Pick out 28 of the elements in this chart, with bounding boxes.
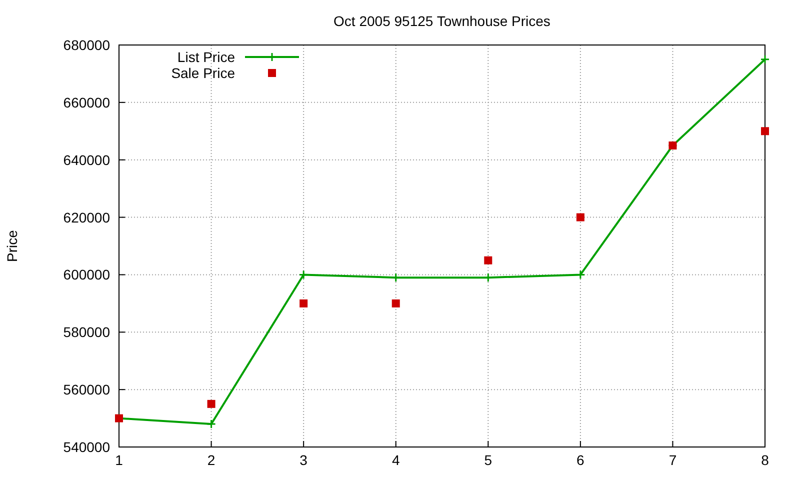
point <box>760 54 770 64</box>
point <box>206 419 216 429</box>
legend-label: Sale Price <box>171 65 236 81</box>
y-tick-label: 660000 <box>63 94 110 110</box>
y-tick-label: 680000 <box>63 37 110 53</box>
x-tick-label: 6 <box>576 452 585 468</box>
y-tick-label: 640000 <box>63 152 110 168</box>
point <box>207 400 216 408</box>
y-tick-label: 540000 <box>63 439 110 455</box>
x-tick-label: 1 <box>115 452 124 468</box>
point <box>392 299 400 308</box>
y-tick-label: 560000 <box>63 382 110 398</box>
x-tick-label: 4 <box>392 452 400 468</box>
y-tick-label: 600000 <box>63 266 110 283</box>
x-tick-label: 7 <box>668 452 677 468</box>
legend-label: List Price <box>177 49 236 65</box>
x-tick-label: 3 <box>300 452 308 468</box>
y-tick-label: 580000 <box>63 324 110 340</box>
point <box>576 213 584 222</box>
chart-title: Oct 2005 95125 Townhouse Prices <box>334 13 550 29</box>
x-tick-label: 5 <box>484 452 492 468</box>
y-axis-title: Price <box>4 230 20 262</box>
x-tick-label: 8 <box>761 452 770 468</box>
y-tick-label: 620000 <box>63 209 110 226</box>
point <box>300 299 308 308</box>
point <box>484 256 492 264</box>
x-tick-label: 2 <box>207 452 216 468</box>
point <box>761 127 769 136</box>
